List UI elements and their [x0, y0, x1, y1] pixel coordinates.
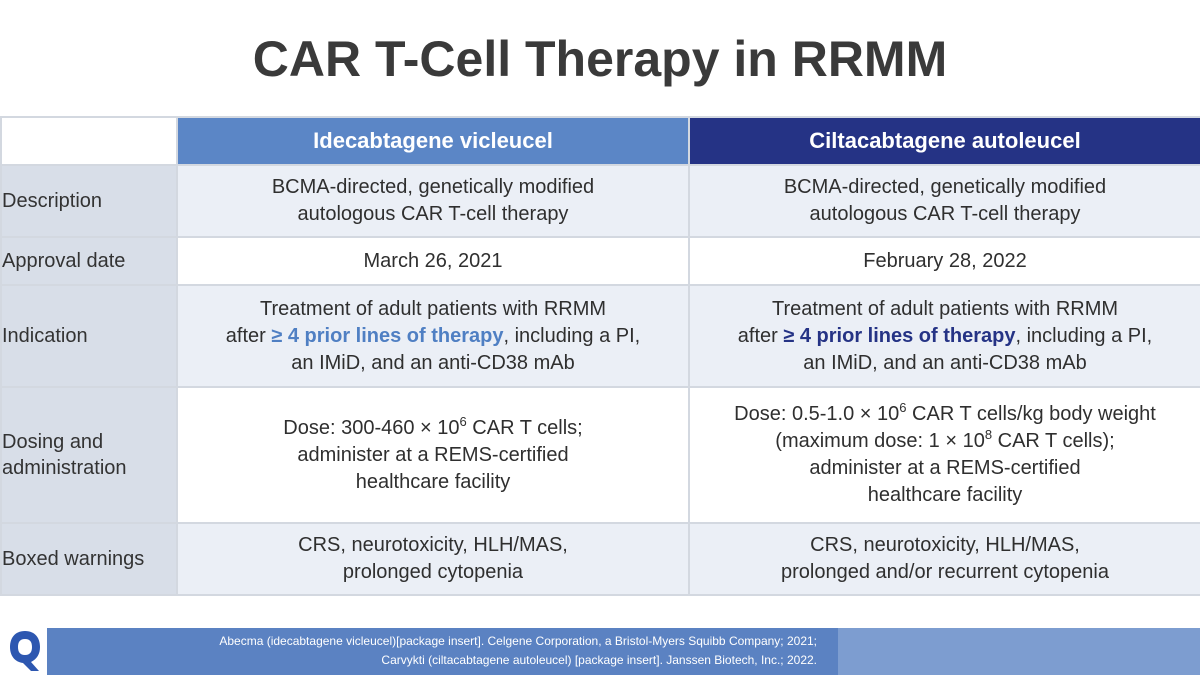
cell-text: BCMA-directed, genetically modified [271, 176, 595, 198]
cell-warnings-cil: CRS, neurotoxicity, HLH/MAS, prolonged a… [688, 522, 1200, 596]
table-row-indication: Indication Treatment of adult patients w… [0, 284, 1200, 388]
table-row-description: Description BCMA-directed, genetically m… [0, 164, 1200, 238]
cell-indication-ide: Treatment of adult patients with RRMM af… [176, 284, 690, 388]
header-row: Idecabtagene vicleucel Ciltacabtagene au… [0, 116, 1200, 166]
cell-approval-ide: March 26, 2021 [176, 236, 690, 286]
page-title: CAR T-Cell Therapy in RRMM [252, 31, 948, 87]
cell-text: autologous CAR T-cell therapy [297, 203, 569, 225]
highlight-prior-lines: ≥ 4 prior lines of therapy [271, 324, 504, 347]
cell-text: , including a PI, [503, 324, 641, 347]
table-row-dosing: Dosing and administration Dose: 300-460 … [0, 386, 1200, 524]
cell-text-line: after ≥ 4 prior lines of therapy, includ… [690, 323, 1200, 350]
table-row-warnings: Boxed warnings CRS, neurotoxicity, HLH/M… [0, 522, 1200, 596]
cell-description-ide: BCMA-directed, genetically modified auto… [176, 164, 690, 238]
cell-text: Treatment of adult patients with RRMM [259, 297, 607, 320]
cell-text: (maximum dose: 1 × 10 [775, 430, 985, 452]
cell-text: BCMA-directed, genetically modified [783, 176, 1107, 198]
cell-text: , including a PI, [1015, 324, 1153, 347]
cell-text: CRS, neurotoxicity, HLH/MAS, [298, 534, 568, 556]
row-label-indication: Indication [0, 284, 178, 388]
column-header-ciltacabtagene: Ciltacabtagene autoleucel [688, 116, 1200, 166]
q-logo-icon [10, 631, 40, 671]
cell-indication-cil: Treatment of adult patients with RRMM af… [688, 284, 1200, 388]
cell-approval-cil: February 28, 2022 [688, 236, 1200, 286]
cell-text: after [737, 324, 784, 347]
row-label-dosing: Dosing and administration [0, 386, 178, 524]
cell-text: Dose: 300-460 × 10 [283, 416, 460, 439]
column-header-idecabtagene: Idecabtagene vicleucel [176, 116, 690, 166]
cell-text: prolonged cytopenia [342, 561, 524, 583]
cell-text: administer at a REMS-certified [809, 457, 1081, 479]
superscript: 6 [459, 413, 467, 429]
reference-2: Carvykti (ciltacabtagene autoleucel) [pa… [381, 653, 817, 667]
cell-warnings-ide: CRS, neurotoxicity, HLH/MAS, prolonged c… [176, 522, 690, 596]
row-label-description: Description [0, 164, 178, 238]
reference-1: Abecma (idecabtagene vicleucel)[package … [219, 634, 817, 648]
cell-text: prolonged and/or recurrent cytopenia [781, 561, 1109, 583]
cell-text: CAR T cells; [466, 416, 583, 439]
cell-text: autologous CAR T-cell therapy [809, 203, 1081, 225]
highlight-prior-lines: ≥ 4 prior lines of therapy [783, 324, 1016, 347]
label-text: administration [2, 457, 127, 479]
cell-text: administer at a REMS-certified [297, 443, 569, 466]
cell-description-cil: BCMA-directed, genetically modified auto… [688, 164, 1200, 238]
cell-text: an IMiD, and an anti-CD38 mAb [291, 351, 575, 374]
superscript: 8 [984, 427, 993, 442]
cell-text: after [225, 324, 272, 347]
cell-text: Treatment of adult patients with RRMM [771, 297, 1119, 320]
cell-text-line: (maximum dose: 1 × 108 CAR T cells); [690, 428, 1200, 455]
footer-references: Abecma (idecabtagene vicleucel)[package … [47, 632, 817, 670]
superscript: 6 [899, 400, 907, 415]
cell-text: Dose: 0.5-1.0 × 10 [734, 403, 900, 425]
cell-text: CRS, neurotoxicity, HLH/MAS, [810, 534, 1080, 556]
header-blank-cell [0, 116, 178, 166]
cell-text: CAR T cells); [992, 430, 1115, 452]
cell-text-line: after ≥ 4 prior lines of therapy, includ… [178, 323, 688, 350]
row-label-warnings: Boxed warnings [0, 522, 178, 596]
label-text: Dosing and [2, 431, 104, 453]
cell-dosing-ide: Dose: 300-460 × 106 CAR T cells; adminis… [176, 386, 690, 524]
cell-text: CAR T cells/kg body weight [906, 403, 1156, 425]
cell-text-line: Dose: 300-460 × 106 CAR T cells; [178, 415, 688, 442]
cell-dosing-cil: Dose: 0.5-1.0 × 106 CAR T cells/kg body … [688, 386, 1200, 524]
footer-accent [838, 628, 1200, 675]
comparison-table: Idecabtagene vicleucel Ciltacabtagene au… [0, 116, 1200, 596]
row-label-approval: Approval date [0, 236, 178, 286]
cell-text-line: Dose: 0.5-1.0 × 106 CAR T cells/kg body … [690, 401, 1200, 428]
cell-text: healthcare facility [355, 470, 511, 493]
cell-text: healthcare facility [867, 484, 1023, 506]
table-row-approval: Approval date March 26, 2021 February 28… [0, 236, 1200, 286]
cell-text: an IMiD, and an anti-CD38 mAb [803, 351, 1087, 374]
